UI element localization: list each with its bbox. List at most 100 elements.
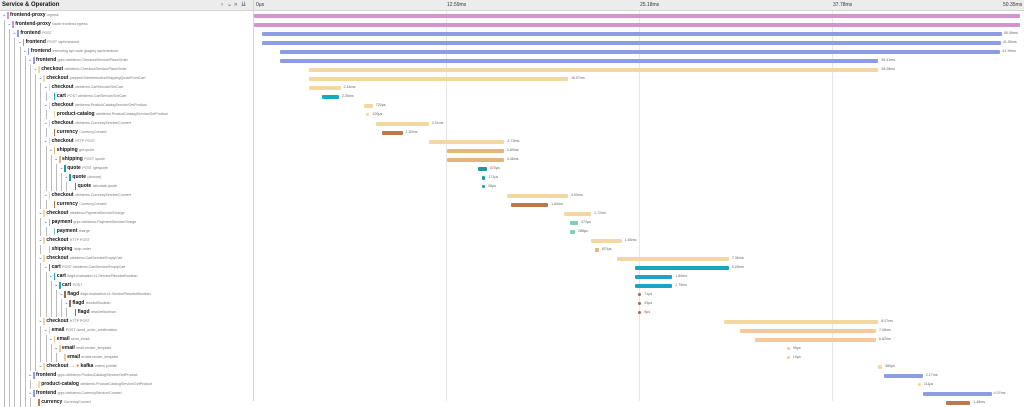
span-row[interactable]: currency CurrencyConvert 1.84ms — [0, 200, 1024, 209]
span-bar[interactable] — [634, 283, 673, 288]
expand-toggle-icon[interactable]: ⌄ — [38, 363, 43, 369]
span-label[interactable]: email erubis.render_template — [67, 353, 118, 362]
span-label[interactable]: cart POST oteldemo.CartService/EmptyCart — [52, 263, 126, 272]
span-bar[interactable] — [570, 229, 575, 234]
span-row[interactable]: ⌄ email erubi.render_template 95μs — [0, 344, 1024, 353]
collapse-one-icon[interactable]: › — [221, 2, 223, 8]
span-bar[interactable] — [381, 130, 403, 135]
span-label[interactable]: checkout HTTP POST — [52, 137, 95, 146]
span-bar[interactable] — [917, 383, 921, 386]
span-bar[interactable] — [309, 67, 879, 72]
span-label[interactable]: checkout oteldemo.CheckoutService/PlaceO… — [41, 65, 126, 74]
span-label[interactable]: frontend grpc.oteldemo.ProductCatalogSer… — [36, 371, 137, 380]
span-bar[interactable] — [363, 103, 373, 108]
span-label[interactable]: currency CurrencyConvert — [41, 398, 91, 407]
span-bar[interactable] — [638, 311, 642, 314]
span-label[interactable]: checkout oteldemo.PaymentService/Charge — [46, 209, 124, 218]
span-bar[interactable] — [884, 373, 923, 378]
span-row[interactable]: ⌄ frontend grpc.oteldemo.CurrencyService/… — [0, 389, 1024, 398]
span-bar[interactable] — [945, 400, 971, 405]
span-label[interactable]: cart flagd.evaluation.v1.Service/Resolve… — [57, 272, 138, 281]
span-row[interactable]: ⌄ frontend grpc.oteldemo.CheckoutService/… — [0, 56, 1024, 65]
span-bar[interactable] — [322, 94, 340, 99]
span-row[interactable]: ⌄ frontend POST 50.06ms — [0, 29, 1024, 38]
expand-toggle-icon[interactable]: ⌄ — [38, 237, 43, 243]
span-label[interactable]: frontend-proxy ingress — [10, 11, 59, 20]
span-bar[interactable] — [309, 85, 341, 90]
span-label[interactable]: shipping get-quote — [57, 146, 94, 155]
span-row[interactable]: ⌄ frontend POST /api/checkout 41.50ms — [0, 38, 1024, 47]
span-label[interactable]: checkout oteldemo.CurrencyService/Conver… — [52, 119, 131, 128]
span-row[interactable]: ⌄ email POST /send_order_confirmation 7.08… — [0, 326, 1024, 335]
span-label[interactable]: checkout oteldemo.CurrencyService/Conver… — [52, 191, 131, 200]
span-row[interactable]: ⌄ checkout HTTP POST 8.07ms — [0, 317, 1024, 326]
span-label[interactable]: frontend grpc.oteldemo.CurrencyService/C… — [36, 389, 122, 398]
expand-toggle-icon[interactable]: ⌄ — [28, 372, 33, 378]
span-bar[interactable] — [506, 193, 569, 198]
span-label[interactable]: shipping POST /quote — [62, 155, 105, 164]
span-bar[interactable] — [638, 302, 642, 305]
span-label[interactable]: email POST /send_order_confirmation — [52, 326, 118, 335]
span-row[interactable]: ⌄ frontend-proxy router frontend egress — [0, 20, 1024, 29]
expand-toggle-icon[interactable]: ⌄ — [48, 336, 53, 342]
expand-toggle-icon[interactable]: ⌄ — [22, 48, 27, 54]
span-row[interactable]: ⌄ checkout oteldemo.PaymentService/Charge… — [0, 209, 1024, 218]
span-row[interactable]: currency CurrencyConvert 1.30ms — [0, 128, 1024, 137]
span-bar[interactable] — [638, 293, 642, 296]
expand-toggle-icon[interactable]: ⌄ — [38, 255, 43, 261]
span-label[interactable]: flagd flagd.evaluation.v1.Service/Resolv… — [67, 290, 150, 299]
span-label[interactable]: checkout oteldemo.ProductCatalogService/… — [52, 101, 147, 110]
span-row[interactable]: ⌄ checkout oteldemo.CheckoutService/Place… — [0, 65, 1024, 74]
span-row[interactable]: ⌄ checkout → ● kafka orders publish 380μs — [0, 362, 1024, 371]
span-label[interactable]: product-catalog oteldemo.ProductCatalogS… — [41, 380, 152, 389]
expand-toggle-icon[interactable]: ⌄ — [28, 390, 33, 396]
expand-toggle-icon[interactable]: ⌄ — [48, 147, 53, 153]
span-label[interactable]: email erubi.render_template — [62, 344, 111, 353]
expand-toggle-icon[interactable]: ⌄ — [59, 165, 64, 171]
expand-toggle-icon[interactable]: ⌄ — [43, 327, 48, 333]
expand-toggle-icon[interactable]: ⌄ — [7, 21, 12, 27]
expand-toggle-icon[interactable]: ⌄ — [54, 156, 59, 162]
span-label[interactable]: frontend POST /api/checkout — [26, 38, 80, 47]
span-label[interactable]: flagd resolveBoolean — [78, 308, 116, 317]
span-bar[interactable] — [482, 175, 486, 180]
span-label[interactable]: checkout HTTP POST — [46, 317, 89, 326]
span-row[interactable]: ⌄ payment grpc.oteldemo.PaymentService/Ch… — [0, 218, 1024, 227]
expand-toggle-icon[interactable]: ⌄ — [17, 39, 22, 45]
span-row[interactable]: ⌄ shipping POST /quote 3.46ms — [0, 155, 1024, 164]
span-row[interactable]: ⌄ flagd resolveBoolean 25μs — [0, 299, 1024, 308]
span-bar[interactable] — [878, 364, 883, 369]
span-row[interactable]: ⌄ checkout oteldemo.ProductCatalogService… — [0, 101, 1024, 110]
span-label[interactable]: payment charge — [57, 227, 90, 236]
column-divider[interactable] — [253, 0, 254, 401]
span-bar[interactable] — [923, 391, 992, 396]
span-bar[interactable] — [375, 121, 429, 126]
expand-toggle-icon[interactable]: ⌄ — [43, 264, 48, 270]
span-row[interactable]: product-catalog oteldemo.ProductCatalogS… — [0, 110, 1024, 119]
span-row[interactable]: ⌄ flagd flagd.evaluation.v1.Service/Resol… — [0, 290, 1024, 299]
expand-toggle-icon[interactable]: ⌄ — [33, 66, 38, 72]
span-label[interactable]: product-catalog oteldemo.ProductCatalogS… — [57, 110, 168, 119]
expand-one-icon[interactable]: ⌄ — [227, 2, 233, 8]
span-bar[interactable] — [754, 337, 876, 342]
expand-toggle-icon[interactable]: ⌄ — [43, 102, 48, 108]
span-label[interactable]: cart POST — [62, 281, 82, 290]
span-row[interactable]: cart POST oteldemo.CartService/GetCart 2.… — [0, 92, 1024, 101]
span-label[interactable]: frontend POST — [20, 29, 51, 38]
span-label[interactable]: quote POST /getquote — [67, 164, 108, 173]
span-row[interactable]: ⌄ checkout oteldemo.CartService/GetCart 2.… — [0, 83, 1024, 92]
expand-toggle-icon[interactable]: ⌄ — [64, 174, 69, 180]
span-row[interactable]: ⌄ checkout HTTP POST 1.65ms — [0, 236, 1024, 245]
span-label[interactable]: frontend-proxy router frontend egress — [15, 20, 87, 29]
span-bar[interactable] — [594, 247, 599, 252]
span-label[interactable]: checkout oteldemo.CartService/GetCart — [52, 83, 123, 92]
expand-toggle-icon[interactable]: ⌄ — [54, 282, 59, 288]
span-row[interactable]: ⌄ frontend grpc.oteldemo.ProductCatalogSe… — [0, 371, 1024, 380]
expand-toggle-icon[interactable]: ⌄ — [12, 30, 17, 36]
expand-toggle-icon[interactable]: ⌄ — [43, 120, 48, 126]
span-row[interactable]: email erubis.render_template 10μs — [0, 353, 1024, 362]
expand-all-icon[interactable]: ⇊ — [241, 2, 247, 8]
span-bar[interactable] — [564, 211, 592, 216]
span-bar[interactable] — [366, 113, 370, 116]
expand-toggle-icon[interactable]: ⌄ — [43, 192, 48, 198]
